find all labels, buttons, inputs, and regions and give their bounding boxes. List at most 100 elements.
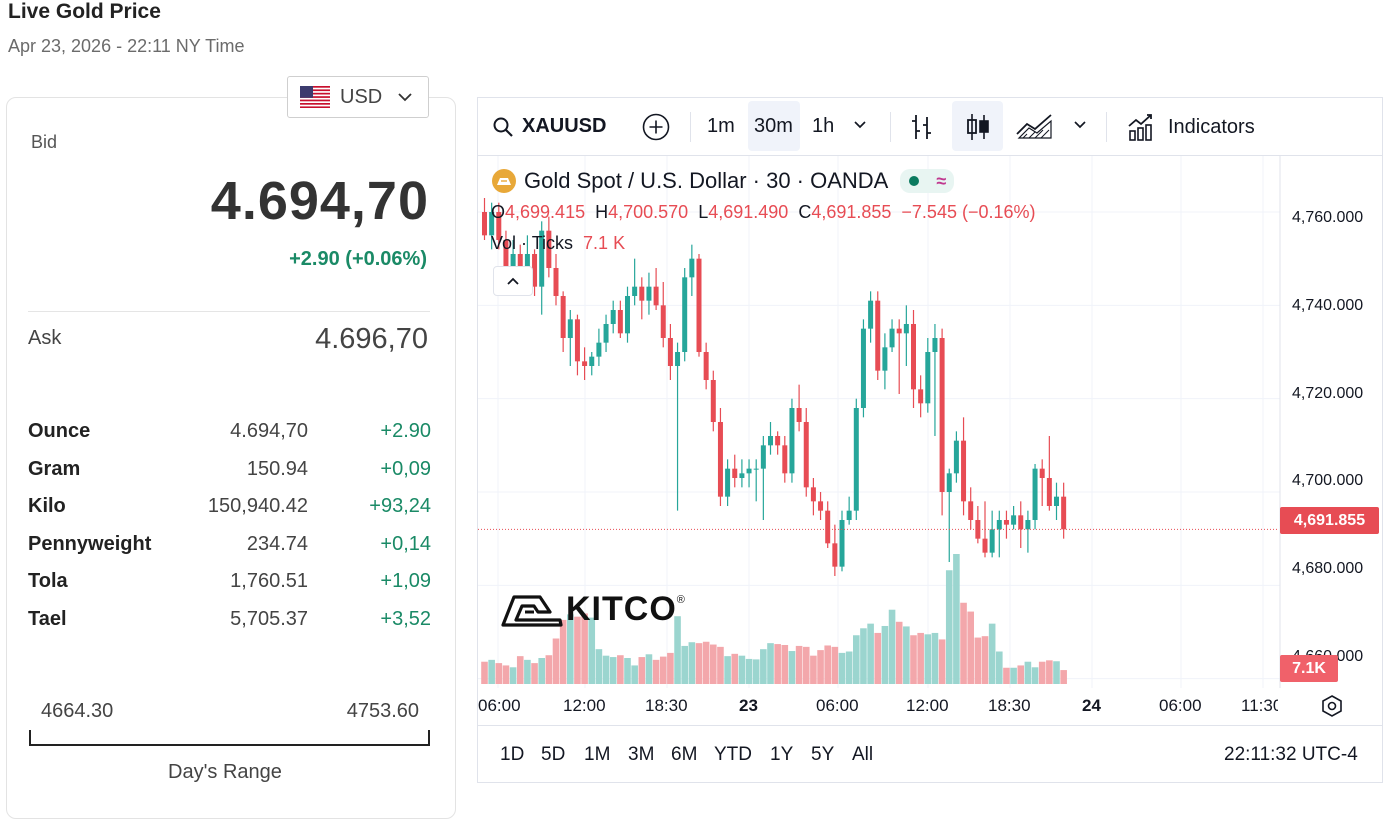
candle-body — [496, 212, 502, 240]
candle-body — [1011, 515, 1017, 525]
candle-body — [868, 300, 874, 329]
candle-body — [1003, 520, 1009, 525]
collapse-legend-button[interactable] — [493, 266, 533, 296]
volume-bar — [817, 650, 824, 684]
range-1d-button[interactable]: 1D — [500, 744, 525, 765]
unit-price: 1,760.51 — [230, 570, 308, 593]
volume-bar — [738, 655, 746, 684]
range-1y-button[interactable]: 1Y — [770, 744, 794, 765]
volume-bar — [724, 656, 731, 684]
time-tick: 06:00 — [816, 696, 859, 715]
volume-bar — [903, 626, 910, 684]
bid-label: Bid — [31, 132, 58, 152]
candle-body — [532, 254, 538, 287]
unit-name: Tael — [28, 607, 67, 630]
volume-bar — [752, 659, 760, 684]
divider — [28, 311, 430, 312]
volume-bar — [874, 632, 882, 684]
candle-body — [961, 440, 967, 502]
kitco-watermark: KITCO ® — [500, 590, 685, 629]
chart-settings-button[interactable] — [1320, 694, 1344, 723]
volume-bar — [938, 639, 946, 684]
candle-body — [932, 338, 938, 352]
candle-body — [1025, 520, 1031, 530]
time-axis: 06:00 12:00 18:30 23 06:00 12:00 18:30 2… — [478, 688, 1278, 724]
unit-row-gram: Gram 150.94 +0,09 — [28, 458, 431, 496]
volume-bar — [652, 659, 660, 684]
time-tick: 11:30 — [1241, 696, 1278, 715]
range-6m-button[interactable]: 6M — [671, 744, 698, 765]
volume-bar — [960, 602, 967, 684]
chevron-down-icon — [854, 121, 866, 129]
candle-body — [625, 296, 630, 334]
chart-grid — [478, 156, 1281, 688]
volume-bar — [681, 645, 688, 684]
bar-style-button[interactable] — [907, 111, 937, 148]
timestamp-subtitle: Apr 23, 2026 - 22:11 NY Time — [8, 36, 245, 56]
volume-bar — [1003, 667, 1010, 684]
range-5d-button[interactable]: 5D — [541, 744, 566, 765]
candle-body — [903, 324, 909, 334]
candle-body — [610, 310, 616, 324]
candle-body — [632, 286, 638, 296]
range-1m-button[interactable]: 1M — [584, 744, 611, 765]
volume-bar — [967, 611, 974, 684]
symbol-search-button[interactable]: XAUUSD — [492, 115, 606, 138]
market-status-badge[interactable]: ≈ — [900, 169, 955, 193]
candle-body — [968, 501, 974, 520]
volume-bar — [802, 646, 810, 684]
candle-body — [839, 520, 845, 567]
volume-bar — [953, 554, 960, 684]
range-ytd-button[interactable]: YTD — [714, 744, 752, 765]
volume-bar — [760, 649, 767, 684]
interval-dropdown[interactable] — [852, 118, 868, 137]
area-style-button[interactable] — [1015, 112, 1053, 145]
interval-1m[interactable]: 1m — [707, 115, 735, 137]
compare-symbol-button[interactable] — [641, 112, 671, 147]
price-tick: 4,720.000 — [1292, 385, 1364, 402]
volume-bar — [845, 651, 853, 684]
price-tick: 4,680.000 — [1292, 560, 1364, 577]
volume-bar — [602, 655, 610, 684]
price-chart[interactable] — [478, 156, 1383, 688]
price-change: −7.545 (−0.16%) — [901, 202, 1036, 222]
candle-body — [768, 436, 773, 446]
range-all-button[interactable]: All — [852, 744, 874, 765]
volume-bar — [695, 643, 703, 684]
volume-bar — [609, 657, 617, 684]
candle-body — [517, 254, 523, 273]
volume-bar — [710, 644, 717, 684]
day-range-low: 4664.30 — [41, 700, 114, 722]
indicators-button[interactable]: Indicators — [1127, 112, 1255, 142]
unit-row-tola: Tola 1,760.51 +1,09 — [28, 570, 431, 608]
chart-style-dropdown[interactable] — [1072, 118, 1088, 137]
volume-bar — [867, 623, 874, 684]
candle-style-button[interactable] — [952, 101, 1003, 151]
interval-1h[interactable]: 1h — [812, 115, 835, 137]
price-tick: 4,740.000 — [1292, 297, 1364, 314]
volume-bar — [795, 645, 803, 684]
volume-bar — [531, 663, 538, 684]
low-label: L — [698, 202, 709, 222]
range-3m-button[interactable]: 3M — [628, 744, 655, 765]
volume-label: Vol · Ticks — [491, 233, 574, 253]
area-chart-icon — [1016, 114, 1052, 139]
volume-bar — [996, 651, 1003, 684]
chevron-up-icon — [507, 277, 519, 285]
volume-bar — [502, 665, 510, 684]
currency-select[interactable]: USD — [287, 76, 429, 118]
unit-change: +2.90 — [380, 420, 431, 442]
volume-bar — [981, 636, 989, 684]
interval-30m[interactable]: 30m — [748, 101, 800, 151]
volume-bar — [945, 570, 953, 684]
time-tick: 12:00 — [563, 696, 606, 715]
candle-body — [918, 389, 924, 404]
ask-price: 4.696,70 — [315, 323, 428, 355]
range-5y-button[interactable]: 5Y — [811, 744, 835, 765]
candle-body — [503, 240, 509, 268]
candle-body — [553, 268, 559, 296]
volume-bar — [559, 619, 567, 684]
interval-30m-label: 30m — [754, 115, 793, 137]
candle-body — [782, 445, 788, 474]
volume-bar — [552, 638, 560, 684]
